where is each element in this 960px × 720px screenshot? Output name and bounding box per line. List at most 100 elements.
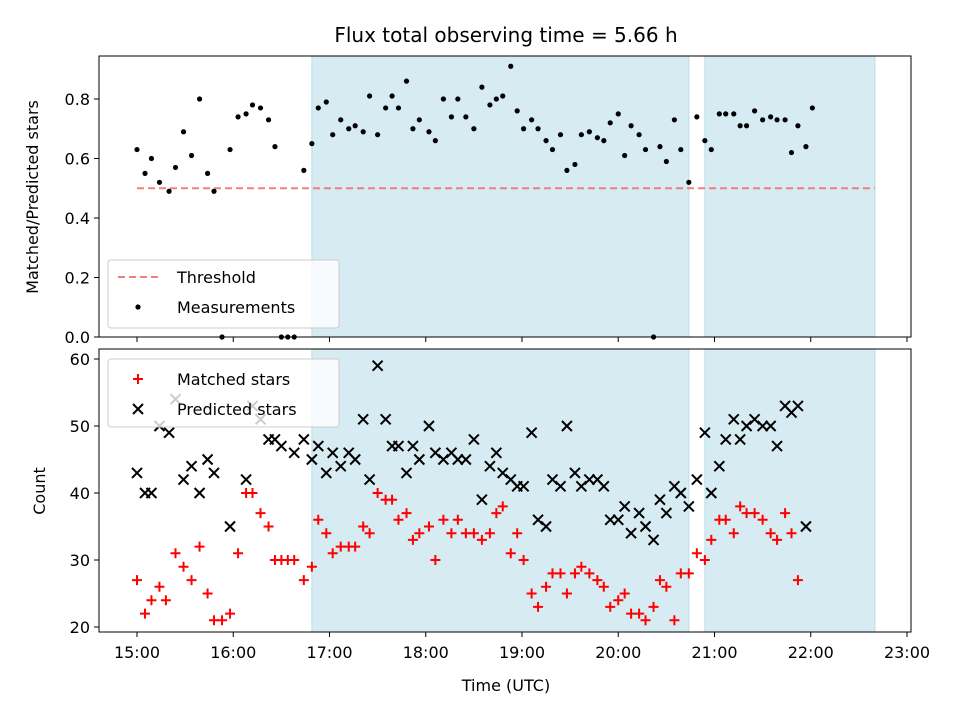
matched-star-point — [233, 548, 244, 559]
predicted-star-point — [792, 400, 804, 412]
matched-star-point — [605, 601, 616, 612]
matched-star-point — [306, 561, 317, 572]
matched-star-point — [146, 595, 157, 606]
measurement-point — [455, 96, 461, 102]
predicted-star-point — [306, 453, 318, 466]
predicted-star-point — [683, 500, 695, 513]
measurement-point — [301, 167, 307, 173]
predicted-star-point — [699, 426, 711, 439]
predicted-star-point — [379, 413, 392, 426]
measurement-point — [572, 161, 578, 168]
measurement-point — [774, 117, 780, 123]
matched-star-point — [654, 575, 665, 586]
matched-star-point — [669, 615, 680, 626]
measurement-point — [156, 179, 163, 185]
predicted-star-point — [163, 426, 175, 439]
predicted-star-point — [484, 460, 496, 472]
measurement-point — [853, 0, 858, 3]
predicted-star-point — [639, 520, 652, 533]
matched-star-point — [186, 575, 197, 586]
measurement-point — [615, 111, 621, 117]
y-tick-label: 0.8 — [65, 90, 90, 109]
matched-star-point — [526, 588, 537, 599]
measurement-point — [352, 123, 358, 129]
matched-star-point — [491, 508, 502, 519]
predicted-star-point — [771, 440, 783, 452]
matched-star-point — [358, 521, 369, 532]
matched-star-point — [772, 534, 783, 545]
predicted-star-point — [185, 460, 198, 472]
matched-star-point — [505, 548, 516, 559]
matched-star-point — [476, 534, 487, 545]
matched-star-point — [720, 514, 731, 525]
predicted-star-point — [713, 460, 726, 472]
predicted-star-point — [647, 534, 660, 546]
bottom-y-ticks: 20 30 40 50 60 — [70, 350, 99, 637]
y-tick-label: 0.0 — [65, 328, 90, 347]
matched-star-point — [446, 528, 457, 539]
matched-star-point — [401, 508, 412, 519]
measurement-point — [265, 117, 272, 123]
matched-star-point — [154, 581, 165, 592]
measurement-point — [816, 0, 821, 3]
measurement-point — [479, 84, 485, 90]
measurement-point — [493, 96, 499, 102]
measurement-point — [323, 99, 329, 105]
measurement-point — [809, 105, 815, 111]
shaded-interval — [311, 55, 690, 338]
matched-star-point — [140, 608, 151, 619]
measurement-point — [628, 123, 634, 129]
matched-star-point — [364, 528, 375, 539]
predicted-star-point — [320, 467, 332, 479]
measurement-point — [578, 132, 584, 138]
predicted-star-point — [327, 447, 339, 459]
predicted-star-point — [654, 493, 666, 506]
predicted-star-point — [490, 447, 503, 459]
matched-star-point — [452, 514, 463, 525]
predicted-star-point — [298, 433, 310, 446]
measurement-point — [636, 132, 642, 138]
matched-star-point — [749, 508, 760, 519]
predicted-star-point — [240, 473, 252, 486]
matched-star-point — [541, 581, 552, 592]
measurement-point — [824, 0, 829, 3]
matched-star-point — [706, 534, 717, 545]
predicted-star-point — [413, 453, 426, 466]
matched-star-point — [247, 488, 258, 498]
matched-star-point — [634, 608, 645, 619]
measurement-point — [375, 132, 381, 138]
measurement-point — [211, 188, 217, 194]
predicted-star-point — [208, 467, 220, 479]
top-shaded-intervals — [311, 55, 876, 338]
measurement-point — [708, 146, 714, 153]
matched-star-point — [327, 548, 338, 559]
matched-star-point — [438, 514, 449, 525]
predicted-star-point — [145, 487, 158, 499]
matched-star-point — [298, 575, 309, 586]
measurement-point — [471, 126, 477, 132]
measurement-point — [440, 96, 446, 102]
measurement-point — [859, 0, 864, 3]
matched-star-point — [423, 521, 434, 532]
measurement-point — [866, 0, 871, 3]
measurement-point — [663, 158, 669, 165]
measurement-point — [642, 146, 649, 153]
measurement-point — [487, 102, 493, 108]
legend-predicted-label: Predicted stars — [177, 400, 297, 419]
bottom-shaded-intervals — [311, 348, 876, 633]
matched-star-point — [728, 528, 739, 539]
bottom-legend: Matched stars Predicted stars — [107, 358, 340, 428]
legend-predicted-marker — [132, 403, 144, 415]
matched-star-point — [484, 528, 495, 539]
predicted-star-point — [728, 413, 740, 426]
measurement-point — [686, 179, 692, 185]
x-tick-label: 15:00 — [114, 643, 160, 662]
legend-predicted-swatch — [132, 403, 144, 415]
measurement-point — [330, 132, 336, 138]
matched-star-point — [393, 514, 404, 525]
measurement-point — [845, 0, 850, 3]
y-tick-label: 50 — [70, 417, 90, 436]
top-x-ticks — [136, 337, 908, 342]
x-axis-label: Time (UTC) — [461, 676, 550, 695]
measurement-point — [235, 114, 241, 120]
